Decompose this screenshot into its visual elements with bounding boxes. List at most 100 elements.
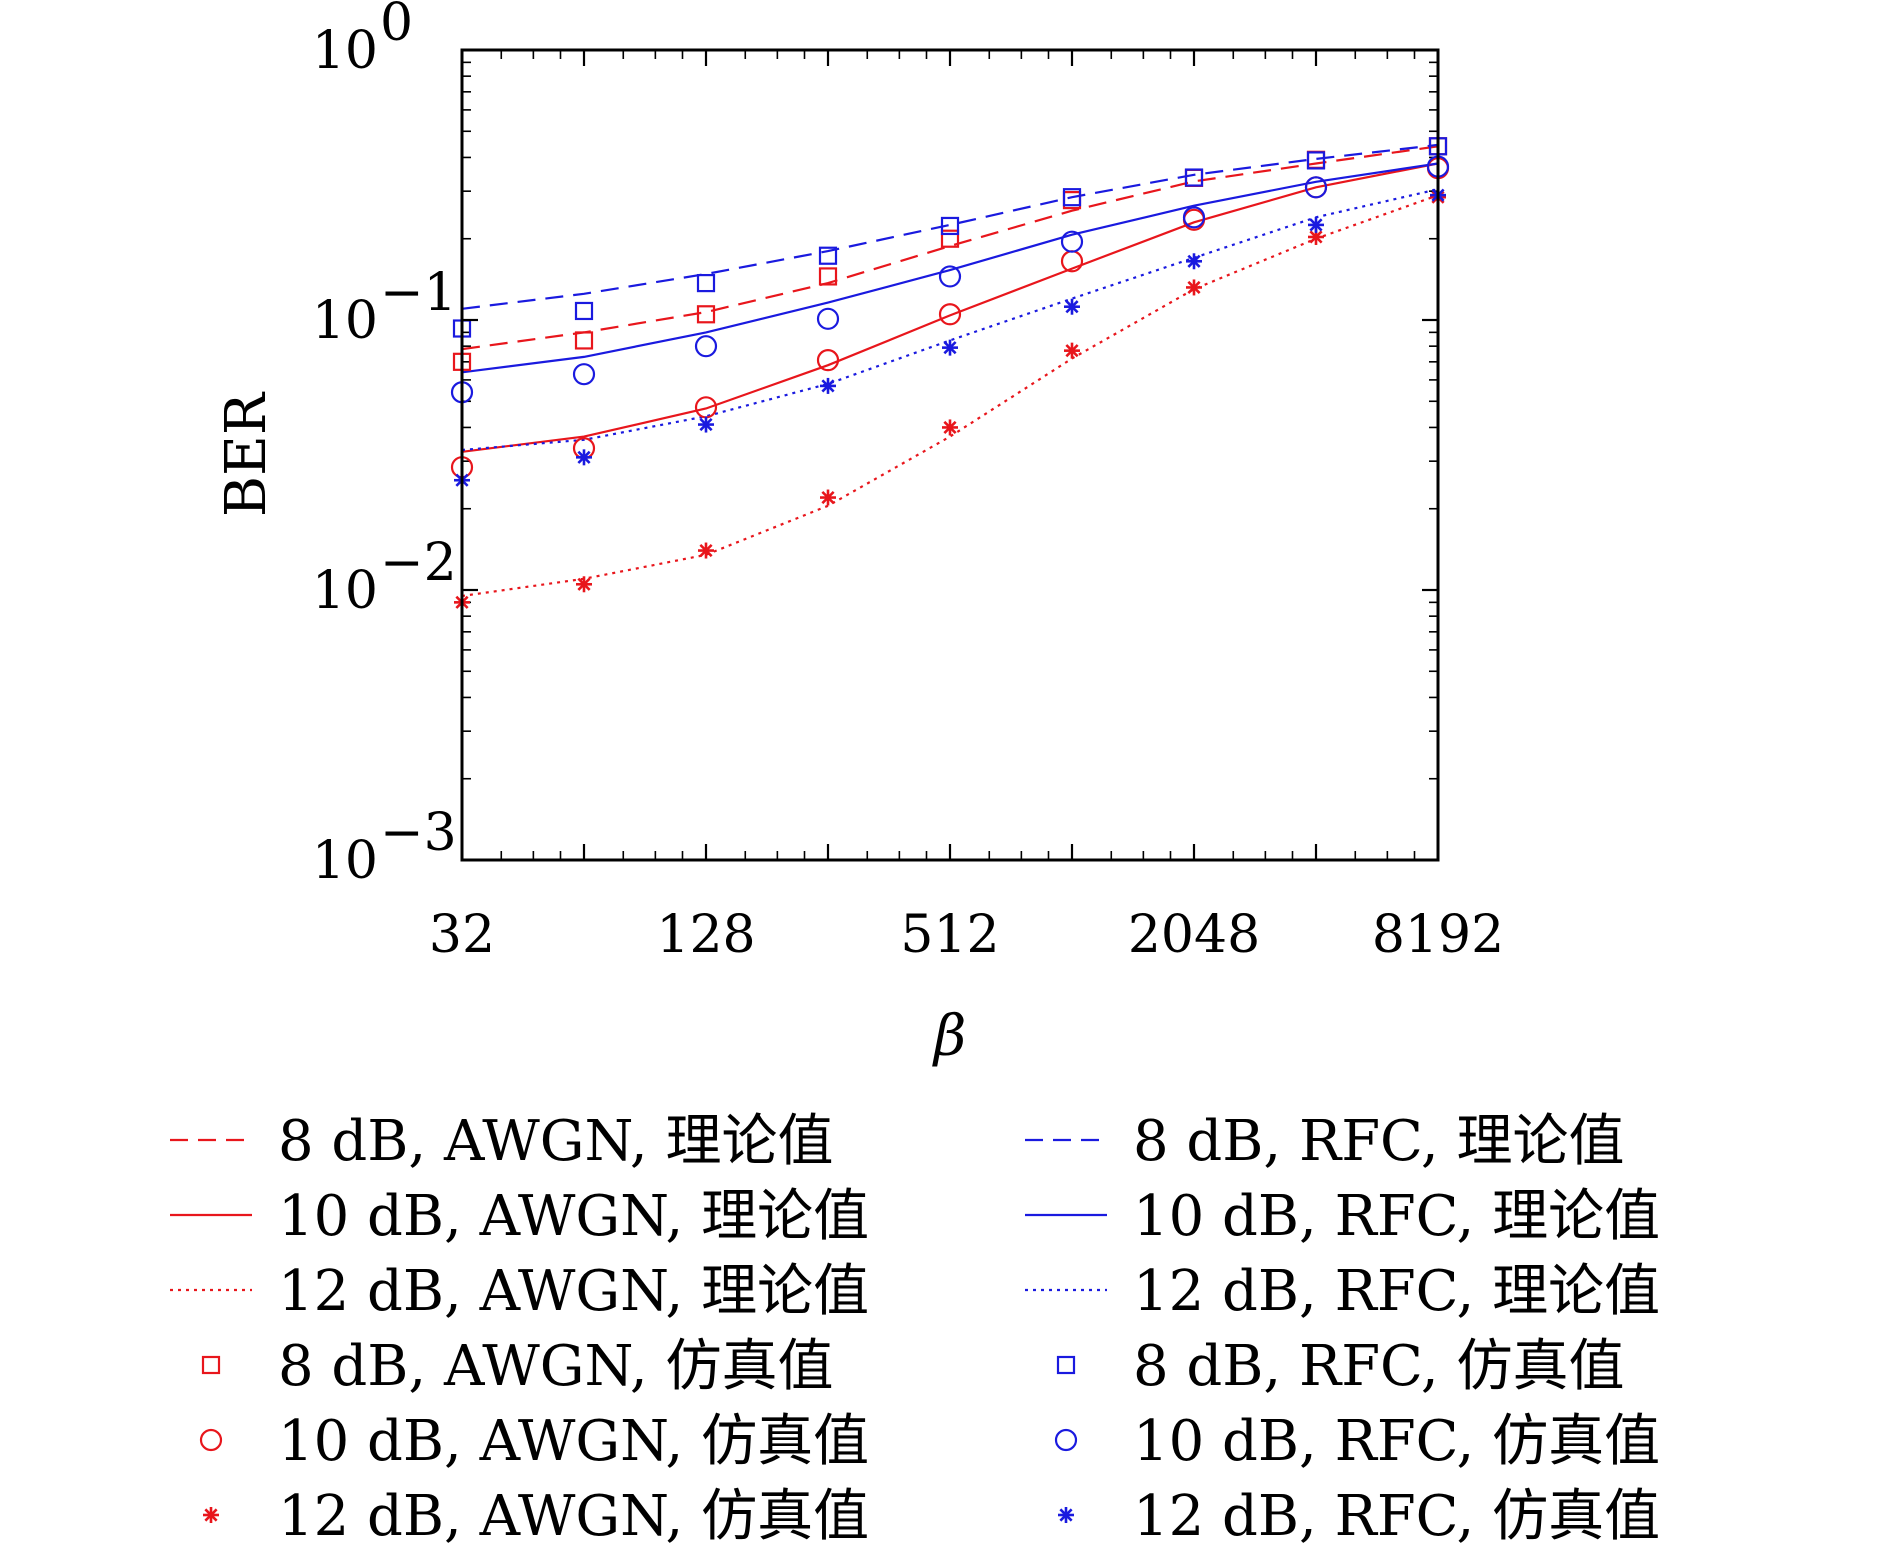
data-point — [820, 377, 836, 394]
legend-label: 8 dB, AWGN, 仿真值 — [278, 1334, 834, 1399]
legend-swatch — [199, 1428, 223, 1452]
data-point — [938, 303, 962, 326]
legend-swatch — [203, 1507, 219, 1523]
x-tick-label: 512 — [900, 905, 999, 965]
series-markers-11 — [454, 187, 1446, 489]
legend-item: 10 dB, RFC, 仿真值 — [1054, 1409, 1660, 1474]
legend-label: 8 dB, AWGN, 理论值 — [278, 1109, 834, 1174]
x-tick-label: 8192 — [1372, 905, 1504, 965]
legend-label: 10 dB, RFC, 仿真值 — [1133, 1409, 1660, 1474]
data-point — [696, 273, 716, 293]
data-point — [1064, 342, 1080, 359]
svg-text:10: 10 — [312, 21, 378, 81]
x-axis-label: β — [932, 1004, 966, 1069]
legend-item: 12 dB, AWGN, 仿真值 — [203, 1484, 869, 1547]
legend-item: 12 dB, RFC, 仿真值 — [1058, 1484, 1660, 1547]
legend-item: 8 dB, AWGN, 仿真值 — [201, 1334, 834, 1399]
data-point — [574, 301, 594, 321]
minor-ticks — [462, 50, 1438, 860]
legend-label: 10 dB, AWGN, 仿真值 — [278, 1409, 869, 1474]
legend-label: 10 dB, RFC, 理论值 — [1133, 1184, 1660, 1249]
x-tick-label: 32 — [429, 905, 495, 965]
data-point — [1308, 216, 1324, 233]
data-point — [1184, 168, 1204, 187]
data-point — [820, 489, 836, 506]
data-point — [696, 305, 716, 324]
legend-swatch — [1058, 1507, 1074, 1523]
data-point — [1064, 298, 1080, 315]
legend-item: 8 dB, RFC, 仿真值 — [1056, 1334, 1625, 1399]
data-point — [576, 576, 592, 593]
legend-item: 10 dB, AWGN, 仿真值 — [199, 1409, 869, 1474]
svg-text:10: 10 — [312, 291, 378, 351]
series-line-2 — [462, 194, 1438, 598]
legend-label: 12 dB, RFC, 仿真值 — [1133, 1484, 1660, 1547]
x-tick-label: 2048 — [1128, 905, 1260, 965]
series-markers-9 — [452, 137, 1448, 338]
marker-layer — [450, 137, 1450, 611]
data-point — [938, 265, 962, 288]
svg-text:10: 10 — [312, 561, 378, 621]
y-tick-label: 10 −2 — [312, 533, 457, 621]
plot-frame — [460, 48, 1440, 862]
svg-text:10: 10 — [312, 831, 378, 891]
svg-text:−1: −1 — [380, 263, 457, 323]
data-point — [942, 339, 958, 356]
major-ticks — [460, 48, 1440, 862]
data-point — [694, 396, 718, 419]
data-point — [816, 307, 840, 330]
y-tick-label: 10 0 — [312, 0, 413, 81]
data-point — [940, 229, 960, 248]
data-point — [1304, 176, 1328, 199]
series-layer — [462, 143, 1438, 598]
legend-swatch — [1054, 1428, 1078, 1452]
data-point — [572, 363, 596, 386]
x-tick-labels: 32 128 512 2048 8192 — [429, 905, 1504, 965]
data-point — [574, 331, 594, 350]
data-point — [1184, 168, 1204, 187]
data-point — [698, 416, 714, 433]
data-point — [1060, 230, 1084, 253]
data-point — [1186, 253, 1202, 270]
series-markers-3 — [452, 137, 1448, 371]
legend-label: 12 dB, RFC, 理论值 — [1133, 1259, 1660, 1324]
legend-label: 8 dB, RFC, 理论值 — [1133, 1109, 1625, 1174]
legend-item: 12 dB, AWGN, 理论值 — [170, 1259, 869, 1324]
legend-item: 10 dB, AWGN, 理论值 — [170, 1184, 869, 1249]
data-point — [940, 216, 960, 236]
y-axis-label: BER — [214, 391, 279, 517]
y-tick-label: 10 −1 — [312, 263, 457, 351]
legend-label: 10 dB, AWGN, 理论值 — [278, 1184, 869, 1249]
legend-label: 8 dB, RFC, 仿真值 — [1133, 1334, 1625, 1399]
series-line-1 — [462, 162, 1438, 453]
series-line-7 — [462, 162, 1438, 374]
data-point — [818, 267, 838, 286]
series-line-8 — [462, 188, 1438, 452]
y-tick-label: 10 −3 — [312, 803, 457, 891]
legend-swatch — [201, 1355, 221, 1375]
data-point — [1062, 188, 1082, 207]
data-point — [1186, 279, 1202, 296]
series-line-6 — [462, 143, 1438, 310]
series-markers-5 — [454, 189, 1446, 611]
legend-item: 8 dB, RFC, 理论值 — [1025, 1109, 1625, 1174]
svg-text:−3: −3 — [380, 803, 457, 863]
data-point — [694, 335, 718, 358]
data-point — [698, 542, 714, 559]
data-point — [818, 246, 838, 265]
legend-item: 12 dB, RFC, 理论值 — [1025, 1259, 1660, 1324]
data-point — [1182, 206, 1206, 229]
legend-item: 8 dB, AWGN, 理论值 — [170, 1109, 834, 1174]
legend: 8 dB, AWGN, 理论值 10 dB, AWGN, 理论值 12 dB, AW… — [170, 1109, 1660, 1547]
data-point — [942, 419, 958, 436]
svg-text:0: 0 — [380, 0, 413, 53]
x-tick-label: 128 — [656, 905, 755, 965]
legend-label: 12 dB, AWGN, 理论值 — [278, 1259, 869, 1324]
legend-label: 12 dB, AWGN, 仿真值 — [278, 1484, 869, 1547]
legend-item: 10 dB, RFC, 理论值 — [1025, 1184, 1660, 1249]
data-point — [576, 449, 592, 466]
legend-swatch — [1056, 1355, 1076, 1375]
svg-text:−2: −2 — [380, 533, 457, 593]
